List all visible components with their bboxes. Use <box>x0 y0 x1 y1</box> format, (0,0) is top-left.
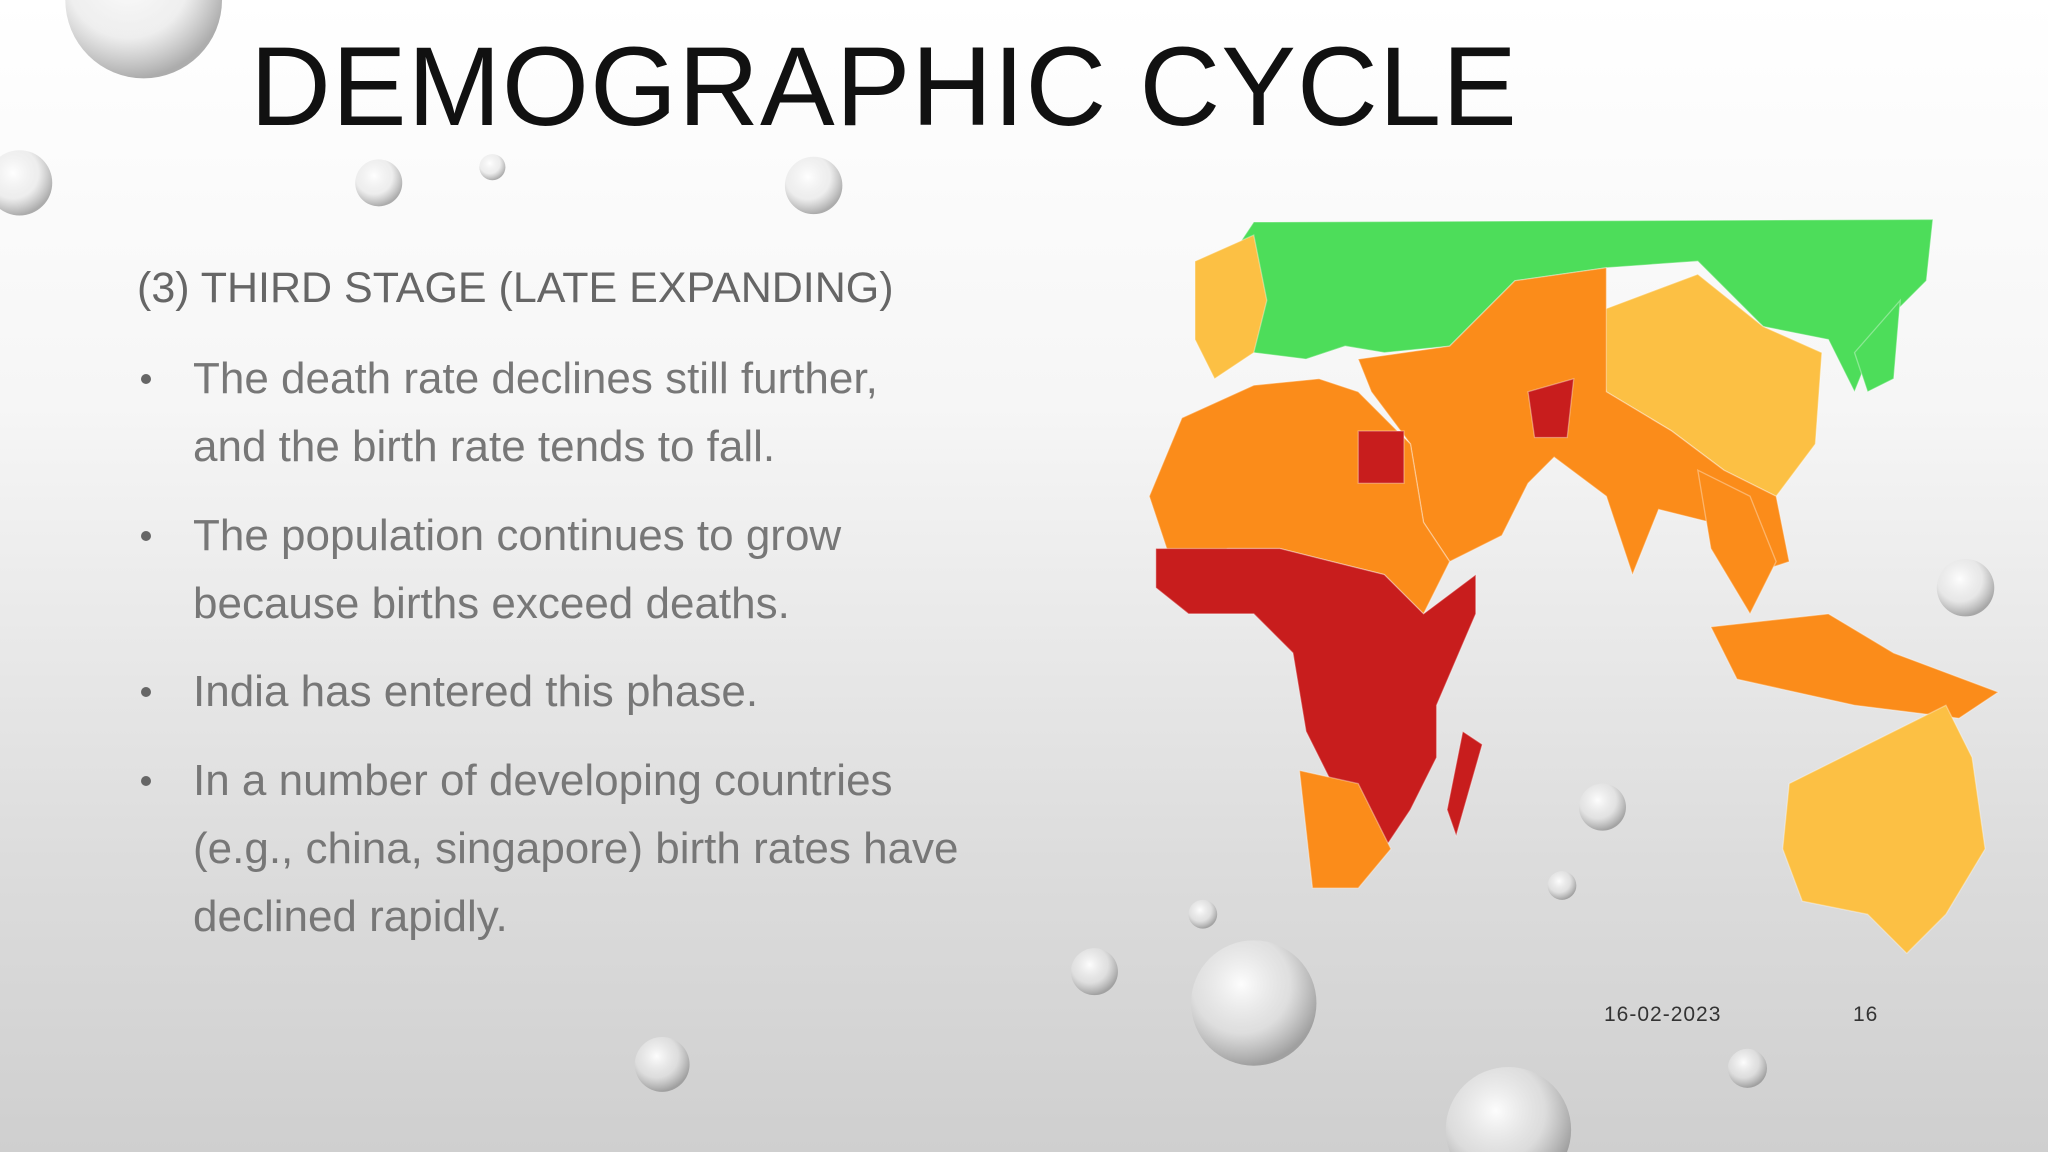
bullet: In a number of developing countries (e.g.… <box>141 747 959 951</box>
bullet: The death rate declines still further, an… <box>141 345 878 481</box>
bullet-dot <box>141 531 151 541</box>
slide-title: DEMOGRAPHIC CYCLE <box>250 24 1518 149</box>
bullet: India has entered this phase. <box>141 658 759 726</box>
bullet-text: India has entered this phase. <box>193 667 759 716</box>
bullet-text: (e.g., china, singapore) birth rates hav… <box>193 824 959 873</box>
bullet: The population continues to grow because … <box>141 502 842 638</box>
bullet-text: The population continues to grow <box>193 511 842 560</box>
bullet-text: The death rate declines still further, <box>193 354 878 403</box>
date: 16-02-2023 <box>1604 1003 1722 1026</box>
page-number: 16 <box>1853 1003 1879 1026</box>
bullet-text: and the birth rate tends to fall. <box>193 422 776 471</box>
bullet-text: declined rapidly. <box>193 892 508 941</box>
bullet-text: In a number of developing countries <box>193 756 893 805</box>
bullet-dot <box>141 687 151 697</box>
bullet-dot <box>141 374 151 384</box>
water-drops <box>0 0 1995 1152</box>
bullet-text: because births exceed deaths. <box>193 579 790 628</box>
subtitle: (3) THIRD STAGE (LATE EXPANDING) <box>137 264 894 312</box>
world-map <box>1148 218 2000 955</box>
bullet-dot <box>141 776 151 786</box>
